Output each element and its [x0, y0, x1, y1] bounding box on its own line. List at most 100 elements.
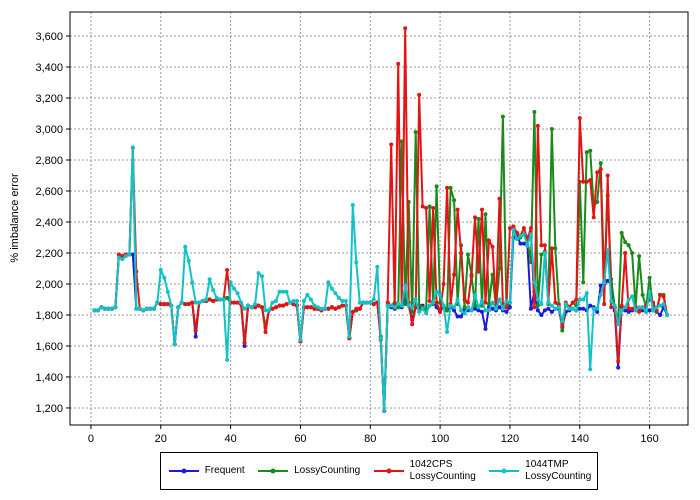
x-tick-label: 0 — [88, 433, 94, 445]
data-point — [507, 305, 512, 310]
data-point — [511, 227, 516, 232]
data-point — [333, 306, 338, 311]
data-point — [546, 306, 551, 311]
data-point — [413, 130, 418, 135]
data-point — [497, 305, 502, 310]
data-point — [127, 252, 132, 257]
data-point — [459, 314, 464, 319]
legend-item: 1044TMP LossyCounting — [487, 459, 591, 483]
data-point — [504, 305, 509, 310]
data-point — [647, 308, 652, 313]
data-point — [350, 309, 355, 314]
y-tick-label: 3,400 — [35, 62, 63, 74]
data-point — [364, 300, 369, 305]
y-tick-label: 3,000 — [35, 124, 63, 136]
data-point — [521, 232, 526, 237]
data-point — [581, 280, 586, 285]
data-point — [553, 246, 558, 251]
data-point — [658, 303, 663, 308]
y-tick-label: 3,600 — [35, 31, 63, 43]
data-point — [462, 297, 467, 302]
data-point — [654, 305, 659, 310]
y-tick-label: 2,800 — [35, 155, 63, 167]
data-point — [483, 308, 488, 313]
data-point — [392, 305, 397, 310]
data-point — [274, 299, 278, 304]
data-point — [190, 300, 195, 305]
data-point — [434, 184, 439, 189]
data-point — [588, 367, 593, 372]
data-point — [473, 215, 478, 220]
legend-marker — [501, 468, 507, 474]
data-point — [235, 300, 240, 305]
x-tick-label: 120 — [501, 433, 519, 445]
data-point — [570, 306, 575, 311]
data-point — [630, 306, 635, 311]
data-point — [204, 297, 209, 302]
data-point — [466, 300, 471, 305]
data-point — [466, 252, 471, 257]
data-point — [172, 342, 177, 347]
data-point — [553, 306, 558, 311]
legend-swatch — [258, 468, 289, 474]
data-point — [137, 306, 142, 311]
data-point — [497, 196, 502, 201]
data-point — [598, 167, 603, 172]
data-point — [375, 264, 380, 269]
data-point — [221, 297, 226, 302]
data-point — [378, 336, 383, 341]
data-point — [483, 326, 488, 331]
data-point — [322, 306, 327, 311]
data-point — [619, 308, 624, 313]
data-point — [148, 306, 153, 311]
data-point — [434, 300, 439, 305]
plot-frame — [69, 11, 689, 426]
data-point — [308, 305, 313, 310]
data-point — [193, 328, 198, 333]
data-point — [200, 299, 205, 304]
data-point — [574, 297, 579, 302]
data-point — [507, 300, 512, 305]
data-point — [535, 123, 540, 128]
data-point — [385, 300, 390, 305]
data-point — [134, 306, 139, 311]
data-point — [480, 207, 484, 212]
data-point — [504, 299, 509, 304]
data-point — [452, 272, 457, 277]
data-point — [120, 257, 125, 262]
x-tick-label: 140 — [571, 433, 589, 445]
data-point — [183, 244, 188, 249]
data-point — [452, 305, 457, 310]
data-point — [165, 289, 170, 294]
legend-swatch — [373, 468, 404, 474]
legend-item: 1042CPS LossyCounting — [372, 459, 476, 483]
data-point — [336, 295, 341, 300]
data-point — [525, 243, 530, 248]
data-point — [602, 280, 607, 285]
data-point — [598, 161, 603, 166]
data-point — [640, 305, 645, 310]
data-point — [549, 246, 554, 251]
data-point — [228, 280, 233, 285]
legend-marker — [386, 468, 392, 474]
data-point — [123, 254, 128, 259]
data-point — [486, 302, 491, 307]
data-point — [246, 303, 251, 308]
data-point — [528, 306, 533, 311]
data-point — [644, 309, 649, 314]
data-point — [518, 233, 523, 238]
data-point — [490, 300, 495, 305]
data-point — [225, 357, 230, 362]
data-point — [483, 300, 488, 305]
data-point — [207, 297, 212, 302]
data-point — [385, 303, 390, 308]
data-point — [560, 319, 565, 324]
data-point — [640, 292, 645, 297]
data-point — [616, 365, 621, 370]
data-point — [326, 306, 331, 311]
data-point — [532, 109, 537, 114]
data-point — [424, 311, 429, 316]
data-point — [260, 305, 265, 310]
data-point — [130, 252, 135, 257]
